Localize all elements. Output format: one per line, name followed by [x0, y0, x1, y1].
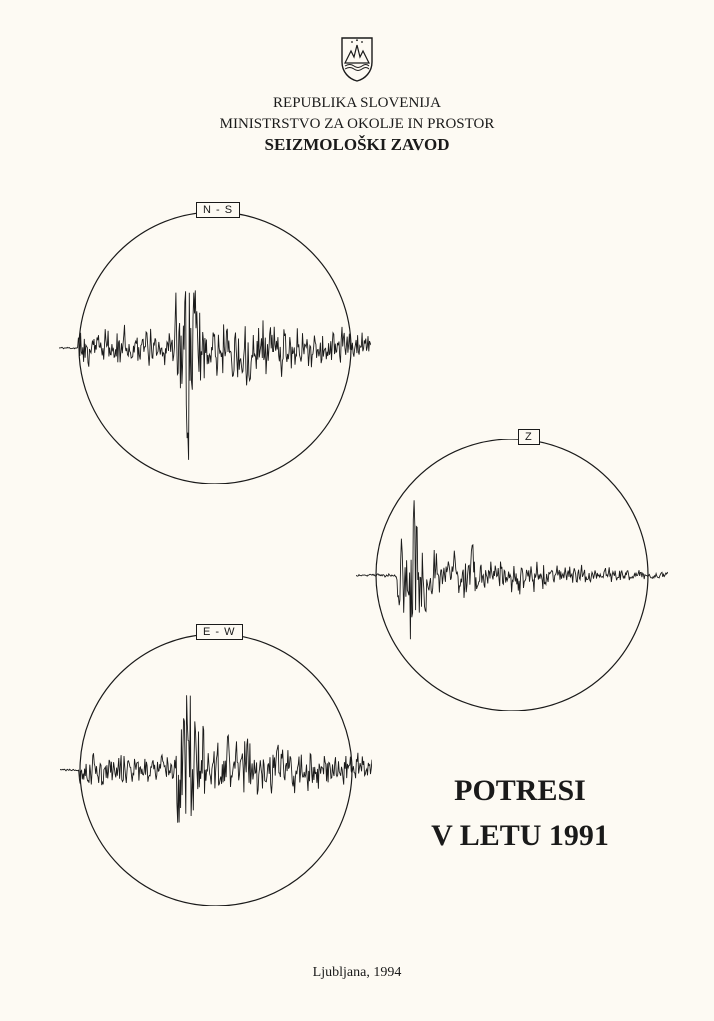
- footer-text: Ljubljana, 1994: [0, 965, 714, 981]
- title-line-2: V LETU 1991: [390, 813, 650, 858]
- header-ministry: MINISTRSTVO ZA OKOLJE IN PROSTOR: [0, 114, 714, 135]
- page: REPUBLIKA SLOVENIJA MINISTRSTVO ZA OKOLJ…: [0, 0, 714, 1021]
- title-block: POTRESI V LETU 1991: [390, 768, 650, 858]
- seismogram-z: [356, 439, 668, 711]
- seismogram-ns-label: N - S: [196, 202, 240, 218]
- header-country: REPUBLIKA SLOVENIJA: [0, 93, 714, 114]
- seismogram-ns: [59, 212, 371, 484]
- coat-of-arms-icon: [338, 36, 376, 87]
- title-line-1: POTRESI: [390, 768, 650, 813]
- header-block: REPUBLIKA SLOVENIJA MINISTRSTVO ZA OKOLJ…: [0, 36, 714, 155]
- seismogram-ew-label: E - W: [196, 624, 243, 640]
- seismogram-z-label: Z: [518, 429, 540, 445]
- header-institute: SEIZMOLOŠKI ZAVOD: [0, 135, 714, 155]
- seismogram-ew: [60, 634, 372, 906]
